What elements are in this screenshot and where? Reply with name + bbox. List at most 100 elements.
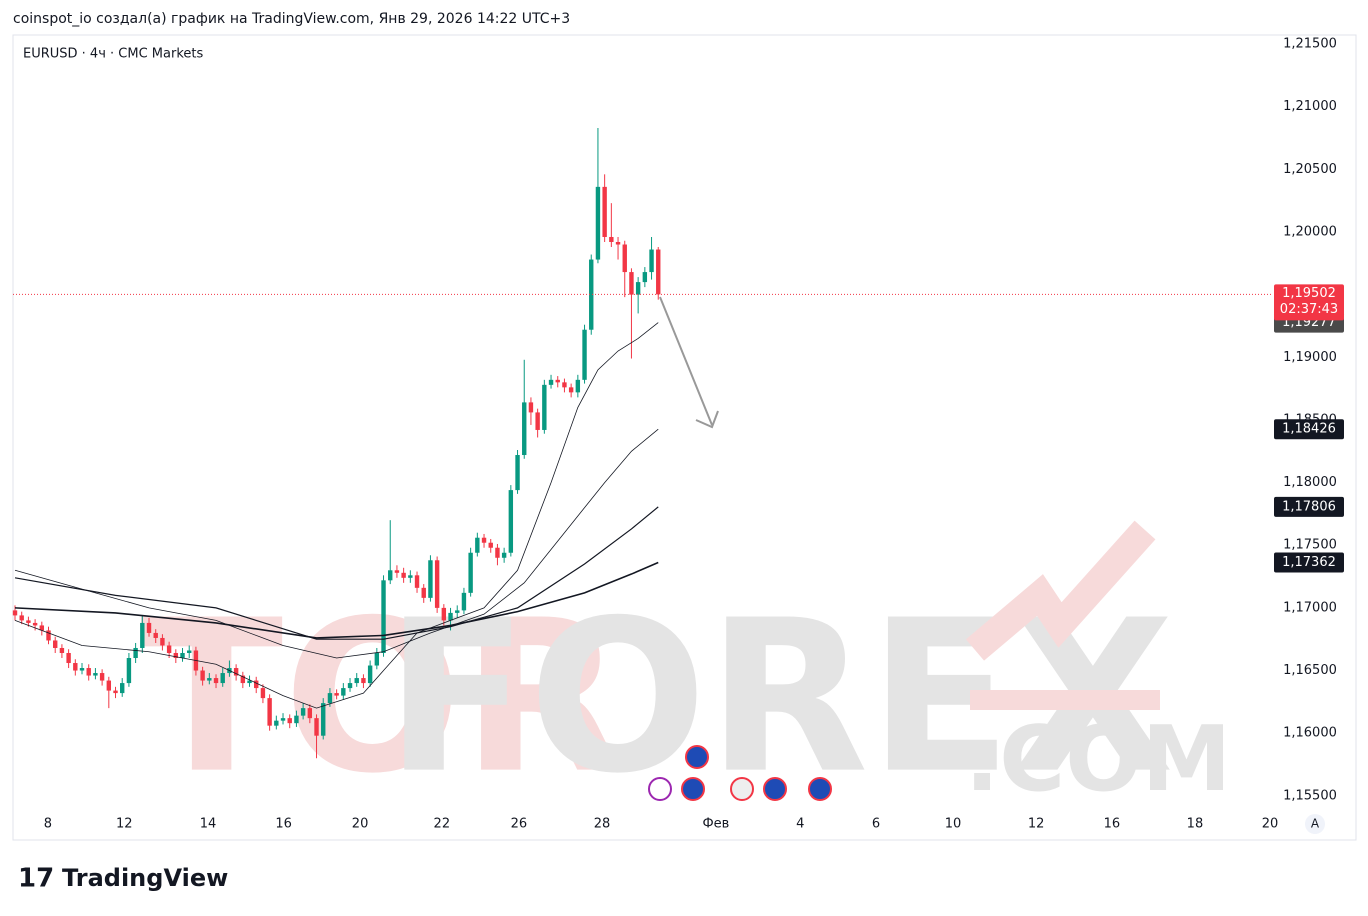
candle-body xyxy=(656,249,661,295)
candle-body xyxy=(26,620,31,623)
candle-body xyxy=(73,663,78,671)
candle-body xyxy=(200,670,205,681)
candle-body xyxy=(180,652,185,659)
candle-body xyxy=(575,379,581,393)
candle-body xyxy=(146,622,152,633)
x-tick-label: 22 xyxy=(434,817,451,832)
candle-body xyxy=(66,652,71,664)
candle-body xyxy=(562,382,567,388)
candle-body xyxy=(361,678,366,684)
candle-body xyxy=(615,242,621,245)
moving-average xyxy=(14,561,659,639)
watermark: TOR FOREX .COM xyxy=(140,520,1231,820)
header: coinspot_io создал(а) график на TradingV… xyxy=(13,11,570,27)
candle-body xyxy=(622,244,627,273)
x-tick-label: 12 xyxy=(116,817,133,832)
candle-body xyxy=(39,625,45,631)
candle-body xyxy=(334,693,339,696)
event-icon xyxy=(808,777,832,801)
candle-body xyxy=(126,658,132,684)
candle-body xyxy=(488,542,493,548)
candle-body xyxy=(468,552,473,593)
candle-body xyxy=(327,693,333,704)
candle-body xyxy=(86,668,91,676)
candle-body xyxy=(401,572,406,578)
candle-body xyxy=(414,575,420,588)
candle-body xyxy=(595,186,601,260)
candle-body xyxy=(635,282,641,295)
x-tick-label: 16 xyxy=(275,817,292,832)
candle-body xyxy=(441,607,447,621)
event-icon xyxy=(648,777,672,801)
y-tick-label: 1,16500 xyxy=(1283,663,1337,678)
ma-tag-label: 1,17362 xyxy=(1282,555,1336,570)
candle-body xyxy=(428,560,433,598)
candle-body xyxy=(341,688,346,696)
ma-tag-label: 1,18426 xyxy=(1282,422,1336,437)
candle-body xyxy=(133,647,138,659)
x-tick-label: 26 xyxy=(511,817,528,832)
candle-body xyxy=(213,678,219,684)
last-price-tag xyxy=(1274,284,1344,321)
chart-frame xyxy=(12,34,1357,841)
x-tick-label: 28 xyxy=(594,817,611,832)
watermark-part: .COM xyxy=(965,707,1231,812)
candle-body xyxy=(53,640,58,648)
x-tick-label: 10 xyxy=(945,817,962,832)
candle-body xyxy=(408,575,413,578)
candle-body xyxy=(374,652,380,666)
candle-body xyxy=(568,387,574,393)
candle-body xyxy=(555,379,560,383)
candle-body xyxy=(280,718,286,721)
candle-body xyxy=(166,645,172,653)
candle-body xyxy=(528,402,534,413)
plot xyxy=(12,43,1276,812)
candle-body xyxy=(79,668,85,671)
candle-body xyxy=(609,236,614,243)
candle-body xyxy=(113,690,118,694)
event-icon xyxy=(681,777,705,801)
candle-body xyxy=(120,683,125,694)
moving-average xyxy=(14,506,659,640)
countdown: 02:37:43 xyxy=(1280,302,1338,317)
scale-button[interactable] xyxy=(1305,814,1325,834)
candle-body xyxy=(93,673,98,676)
x-tick-label: 6 xyxy=(872,817,880,832)
candle-body xyxy=(542,384,547,430)
ma-tag xyxy=(1274,496,1344,517)
event-icons xyxy=(648,745,832,801)
candle-body xyxy=(140,622,145,648)
x-tick-label: 8 xyxy=(44,817,52,832)
candle-body xyxy=(187,650,192,653)
candle-body xyxy=(421,587,426,598)
candle-body xyxy=(19,615,24,621)
candle-body xyxy=(240,675,246,684)
candle-body xyxy=(347,683,353,689)
x-tick-label: 16 xyxy=(1104,817,1121,832)
candle-body xyxy=(354,678,359,684)
ma-tag xyxy=(1274,552,1344,573)
candle-body xyxy=(287,718,292,724)
candle-body xyxy=(475,537,480,553)
logo-mark: 17 xyxy=(18,864,54,894)
candle-body xyxy=(32,622,38,626)
candle-body xyxy=(274,720,279,726)
scale-button-label[interactable]: A xyxy=(1311,817,1320,831)
y-tick-label: 1,17500 xyxy=(1283,538,1337,553)
candle-body xyxy=(173,652,179,659)
watermark-logo xyxy=(965,520,1156,661)
y-tick-label: 1,20000 xyxy=(1283,224,1337,239)
y-tick-label: 1,18000 xyxy=(1283,475,1337,490)
candle-body xyxy=(515,455,520,491)
event-icon xyxy=(763,777,787,801)
candle-body xyxy=(367,665,373,684)
candle-body xyxy=(649,249,654,273)
candle-body xyxy=(307,708,313,719)
candle-body xyxy=(508,490,514,553)
y-tick-label: 1,20500 xyxy=(1283,162,1337,177)
candle-body xyxy=(247,680,252,684)
candle-body xyxy=(642,272,648,283)
candle-body xyxy=(294,715,299,724)
candle-body xyxy=(381,580,386,653)
watermark-logo xyxy=(970,690,1160,710)
